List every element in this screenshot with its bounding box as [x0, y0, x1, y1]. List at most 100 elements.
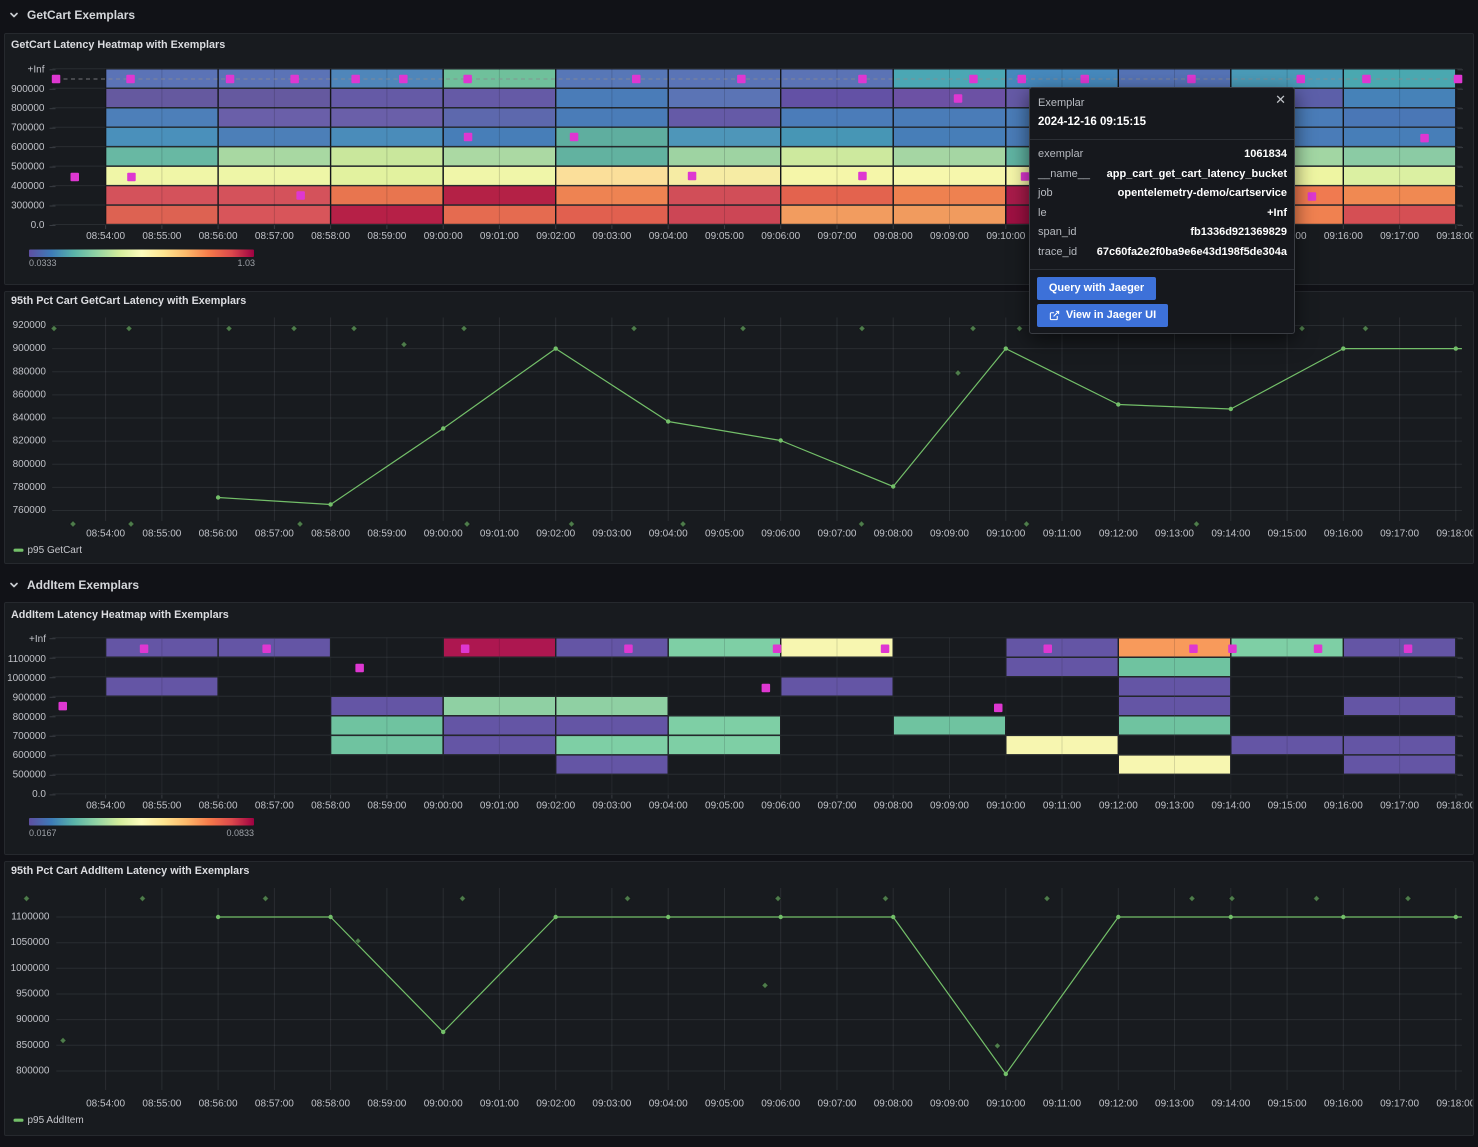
- svg-text:1050000: 1050000: [11, 937, 50, 948]
- svg-text:09:18:00: 09:18:00: [1436, 801, 1475, 812]
- svg-text:1000000: 1000000: [7, 673, 46, 684]
- svg-text:09:15:00: 09:15:00: [1268, 529, 1307, 540]
- svg-text:09:13:00: 09:13:00: [1155, 529, 1194, 540]
- svg-text:08:54:00: 08:54:00: [86, 231, 125, 242]
- svg-text:09:17:00: 09:17:00: [1380, 231, 1419, 242]
- svg-text:+Inf: +Inf: [28, 65, 45, 76]
- svg-text:09:01:00: 09:01:00: [480, 801, 519, 812]
- svg-text:09:18:00: 09:18:00: [1436, 1099, 1475, 1110]
- svg-text:08:58:00: 08:58:00: [311, 1099, 350, 1110]
- svg-text:09:18:00: 09:18:00: [1436, 529, 1475, 540]
- svg-text:1100000: 1100000: [11, 912, 50, 923]
- svg-text:+Inf: +Inf: [29, 634, 46, 645]
- svg-text:09:10:00: 09:10:00: [986, 1099, 1025, 1110]
- svg-text:09:03:00: 09:03:00: [592, 801, 631, 812]
- svg-text:840000: 840000: [13, 413, 47, 424]
- svg-text:09:09:00: 09:09:00: [930, 801, 969, 812]
- svg-text:09:01:00: 09:01:00: [480, 231, 519, 242]
- svg-text:09:13:00: 09:13:00: [1155, 1099, 1194, 1110]
- svg-text:09:07:00: 09:07:00: [818, 231, 857, 242]
- svg-text:09:06:00: 09:06:00: [761, 801, 800, 812]
- svg-text:08:57:00: 08:57:00: [255, 801, 294, 812]
- svg-text:09:05:00: 09:05:00: [705, 529, 744, 540]
- svg-text:08:57:00: 08:57:00: [255, 231, 294, 242]
- svg-text:09:05:00: 09:05:00: [705, 1099, 744, 1110]
- svg-text:08:54:00: 08:54:00: [86, 1099, 125, 1110]
- svg-text:09:02:00: 09:02:00: [536, 1099, 575, 1110]
- svg-text:09:06:00: 09:06:00: [761, 1099, 800, 1110]
- svg-text:09:13:00: 09:13:00: [1155, 801, 1194, 812]
- svg-text:09:12:00: 09:12:00: [1099, 1099, 1138, 1110]
- svg-text:09:05:00: 09:05:00: [705, 231, 744, 242]
- svg-text:600000: 600000: [13, 750, 47, 761]
- svg-text:300000: 300000: [11, 201, 45, 212]
- svg-text:08:55:00: 08:55:00: [142, 801, 181, 812]
- svg-text:08:54:00: 08:54:00: [86, 529, 125, 540]
- svg-text:900000: 900000: [13, 343, 47, 354]
- svg-text:09:14:00: 09:14:00: [1211, 801, 1250, 812]
- svg-text:09:11:00: 09:11:00: [1043, 529, 1082, 540]
- svg-text:760000: 760000: [13, 505, 47, 516]
- svg-text:800000: 800000: [16, 1066, 50, 1077]
- svg-text:09:17:00: 09:17:00: [1380, 529, 1419, 540]
- svg-text:09:05:00: 09:05:00: [705, 801, 744, 812]
- svg-text:09:17:00: 09:17:00: [1380, 801, 1419, 812]
- svg-text:700000: 700000: [13, 731, 47, 742]
- svg-text:09:02:00: 09:02:00: [536, 529, 575, 540]
- svg-text:09:02:00: 09:02:00: [536, 801, 575, 812]
- svg-text:800000: 800000: [13, 712, 47, 723]
- svg-text:09:15:00: 09:15:00: [1268, 1099, 1307, 1110]
- svg-text:08:58:00: 08:58:00: [311, 529, 350, 540]
- svg-text:09:08:00: 09:08:00: [874, 1099, 913, 1110]
- svg-text:08:56:00: 08:56:00: [199, 801, 238, 812]
- svg-text:09:16:00: 09:16:00: [1324, 1099, 1363, 1110]
- svg-text:900000: 900000: [11, 84, 45, 95]
- svg-text:09:03:00: 09:03:00: [592, 529, 631, 540]
- svg-text:09:03:00: 09:03:00: [592, 1099, 631, 1110]
- svg-text:09:10:00: 09:10:00: [986, 529, 1025, 540]
- svg-text:09:16:00: 09:16:00: [1324, 801, 1363, 812]
- svg-text:08:56:00: 08:56:00: [199, 231, 238, 242]
- svg-text:0.0833: 0.0833: [226, 828, 254, 838]
- svg-text:09:12:00: 09:12:00: [1099, 801, 1138, 812]
- svg-text:08:56:00: 08:56:00: [199, 1099, 238, 1110]
- svg-text:09:00:00: 09:00:00: [424, 529, 463, 540]
- svg-text:09:00:00: 09:00:00: [424, 231, 463, 242]
- svg-text:09:08:00: 09:08:00: [874, 231, 913, 242]
- svg-text:880000: 880000: [13, 366, 47, 377]
- svg-text:09:02:00: 09:02:00: [536, 231, 575, 242]
- svg-text:900000: 900000: [13, 693, 47, 704]
- svg-text:09:18:00: 09:18:00: [1436, 231, 1475, 242]
- svg-text:08:57:00: 08:57:00: [255, 529, 294, 540]
- svg-text:08:54:00: 08:54:00: [86, 801, 125, 812]
- svg-text:09:01:00: 09:01:00: [480, 529, 519, 540]
- svg-text:09:09:00: 09:09:00: [930, 1099, 969, 1110]
- svg-text:08:58:00: 08:58:00: [311, 231, 350, 242]
- svg-text:09:04:00: 09:04:00: [649, 529, 688, 540]
- svg-text:0.0167: 0.0167: [29, 828, 57, 838]
- svg-text:900000: 900000: [16, 1014, 50, 1025]
- svg-text:09:08:00: 09:08:00: [874, 801, 913, 812]
- svg-text:09:11:00: 09:11:00: [1043, 1099, 1082, 1110]
- svg-text:08:56:00: 08:56:00: [199, 529, 238, 540]
- svg-text:09:17:00: 09:17:00: [1380, 1099, 1419, 1110]
- svg-text:08:55:00: 08:55:00: [142, 529, 181, 540]
- svg-text:09:03:00: 09:03:00: [592, 231, 631, 242]
- svg-text:600000: 600000: [11, 142, 45, 153]
- svg-text:1000000: 1000000: [11, 963, 50, 974]
- svg-text:09:06:00: 09:06:00: [761, 231, 800, 242]
- svg-text:780000: 780000: [13, 482, 47, 493]
- svg-text:09:16:00: 09:16:00: [1324, 529, 1363, 540]
- svg-text:09:07:00: 09:07:00: [818, 529, 857, 540]
- svg-text:09:00:00: 09:00:00: [424, 801, 463, 812]
- svg-text:700000: 700000: [11, 123, 45, 134]
- svg-text:08:59:00: 08:59:00: [367, 529, 406, 540]
- svg-text:500000: 500000: [13, 770, 47, 781]
- svg-text:09:16:00: 09:16:00: [1324, 231, 1363, 242]
- svg-text:09:08:00: 09:08:00: [874, 529, 913, 540]
- svg-text:08:59:00: 08:59:00: [367, 231, 406, 242]
- svg-text:500000: 500000: [11, 162, 45, 173]
- svg-text:09:04:00: 09:04:00: [649, 801, 688, 812]
- svg-text:09:15:00: 09:15:00: [1268, 801, 1307, 812]
- svg-text:09:14:00: 09:14:00: [1211, 529, 1250, 540]
